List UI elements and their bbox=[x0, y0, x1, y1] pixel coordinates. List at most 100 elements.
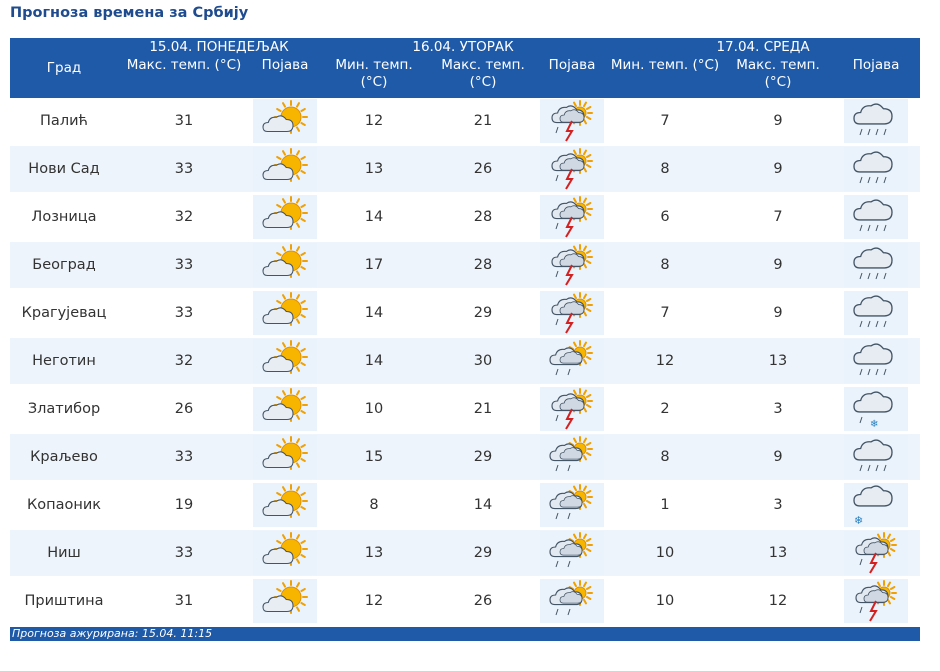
d3-max-temp: 13 bbox=[724, 338, 833, 386]
d3-max-temp: 3 bbox=[724, 386, 833, 434]
d1-max-temp: 33 bbox=[118, 146, 250, 194]
d1-weather-cell bbox=[250, 194, 321, 242]
d3-max-temp: 3 bbox=[724, 482, 833, 530]
d1-max-temp: 33 bbox=[118, 290, 250, 338]
d3-weather-cell: ❄ bbox=[832, 482, 921, 530]
d3-weather-cell bbox=[832, 194, 921, 242]
showers-sun-icon bbox=[540, 435, 605, 479]
rain-cloud-icon bbox=[844, 195, 909, 239]
d1-max-temp: 31 bbox=[118, 578, 250, 626]
rain-cloud-icon bbox=[844, 291, 909, 335]
d2-min-temp: 12 bbox=[320, 98, 429, 146]
sun-cloud-icon bbox=[253, 243, 317, 287]
d2-weather-cell bbox=[538, 146, 607, 194]
d1-weather-cell bbox=[250, 530, 321, 578]
sun-cloud-icon bbox=[253, 99, 317, 143]
d2-min-temp: 10 bbox=[320, 386, 429, 434]
d1-weather-cell bbox=[250, 146, 321, 194]
city-name: Нови Сад bbox=[10, 146, 118, 194]
day-header-1: 15.04. ПОНЕДЕЉАК bbox=[118, 38, 321, 57]
d3-max-temp-header: Макс. темп. (°C) bbox=[724, 57, 833, 98]
d3-min-temp: 10 bbox=[606, 530, 725, 578]
d2-max-temp: 14 bbox=[428, 482, 539, 530]
d2-weather-cell bbox=[538, 290, 607, 338]
d1-weather-cell bbox=[250, 290, 321, 338]
d1-weather-cell bbox=[250, 434, 321, 482]
d3-weather-cell: ❄ bbox=[832, 386, 921, 434]
d2-min-temp: 13 bbox=[320, 530, 429, 578]
d1-max-temp: 32 bbox=[118, 194, 250, 242]
d2-weather-cell bbox=[538, 242, 607, 290]
d3-min-temp: 12 bbox=[606, 338, 725, 386]
showers-sun-icon bbox=[540, 579, 605, 623]
d3-min-temp: 7 bbox=[606, 290, 725, 338]
d2-min-temp: 8 bbox=[320, 482, 429, 530]
d2-weather-cell bbox=[538, 578, 607, 626]
city-name: Ниш bbox=[10, 530, 118, 578]
d3-max-temp: 9 bbox=[724, 434, 833, 482]
d2-min-temp: 14 bbox=[320, 290, 429, 338]
d2-max-temp: 29 bbox=[428, 290, 539, 338]
d3-max-temp: 9 bbox=[724, 146, 833, 194]
thunderstorm-sun-icon bbox=[540, 291, 605, 335]
city-name: Златибор bbox=[10, 386, 118, 434]
d2-weather-cell bbox=[538, 338, 607, 386]
d3-max-temp: 7 bbox=[724, 194, 833, 242]
d2-min-temp: 13 bbox=[320, 146, 429, 194]
rain-cloud-icon bbox=[844, 243, 909, 287]
svg-text:❄: ❄ bbox=[870, 419, 878, 430]
table-row: Ниш 33 13 29 10 13 bbox=[10, 530, 921, 578]
d3-weather-cell bbox=[832, 530, 921, 578]
d1-max-temp-header: Макс. темп. (°C) bbox=[118, 57, 250, 98]
d3-weather-cell bbox=[832, 98, 921, 146]
d1-max-temp: 32 bbox=[118, 338, 250, 386]
d3-min-temp: 2 bbox=[606, 386, 725, 434]
d3-weather-cell bbox=[832, 434, 921, 482]
d1-weather-cell bbox=[250, 482, 321, 530]
day-header-3: 17.04. СРЕДА bbox=[606, 38, 921, 57]
d2-max-temp: 29 bbox=[428, 434, 539, 482]
d3-min-temp: 6 bbox=[606, 194, 725, 242]
sleet-cloud-icon: ❄ bbox=[844, 387, 909, 431]
d2-min-temp: 15 bbox=[320, 434, 429, 482]
d2-weather-cell bbox=[538, 386, 607, 434]
d3-max-temp: 12 bbox=[724, 578, 833, 626]
d2-max-temp: 26 bbox=[428, 578, 539, 626]
thunderstorm-sun-icon bbox=[844, 579, 909, 623]
d3-min-temp: 10 bbox=[606, 578, 725, 626]
thunderstorm-sun-icon bbox=[844, 531, 909, 575]
table-row: Неготин 32 14 30 12 13 bbox=[10, 338, 921, 386]
d2-min-temp-header: Мин. темп. (°C) bbox=[320, 57, 429, 98]
d3-min-temp: 7 bbox=[606, 98, 725, 146]
d2-weather-cell bbox=[538, 530, 607, 578]
d3-min-temp-header: Мин. темп. (°C) bbox=[606, 57, 725, 98]
d1-max-temp: 26 bbox=[118, 386, 250, 434]
d1-weather-cell bbox=[250, 578, 321, 626]
sun-cloud-icon bbox=[253, 579, 317, 623]
table-row: Приштина 31 12 26 10 12 bbox=[10, 578, 921, 626]
d3-weather-cell bbox=[832, 242, 921, 290]
d2-max-temp: 30 bbox=[428, 338, 539, 386]
d3-min-temp: 8 bbox=[606, 146, 725, 194]
day-header-2: 16.04. УТОРАК bbox=[320, 38, 607, 57]
showers-sun-icon bbox=[540, 483, 605, 527]
d3-min-temp: 1 bbox=[606, 482, 725, 530]
d3-weather-cell bbox=[832, 338, 921, 386]
d1-max-temp: 33 bbox=[118, 434, 250, 482]
city-column-header: Град bbox=[10, 38, 118, 98]
d1-weather-cell bbox=[250, 386, 321, 434]
d3-weather-cell bbox=[832, 578, 921, 626]
d1-max-temp: 33 bbox=[118, 242, 250, 290]
d2-max-temp-header: Макс. темп. (°C) bbox=[428, 57, 539, 98]
d2-max-temp: 21 bbox=[428, 386, 539, 434]
d1-weather-cell bbox=[250, 338, 321, 386]
d2-max-temp: 26 bbox=[428, 146, 539, 194]
d3-max-temp: 13 bbox=[724, 530, 833, 578]
city-name: Лозница bbox=[10, 194, 118, 242]
city-name: Краљево bbox=[10, 434, 118, 482]
thunderstorm-sun-icon bbox=[540, 99, 605, 143]
